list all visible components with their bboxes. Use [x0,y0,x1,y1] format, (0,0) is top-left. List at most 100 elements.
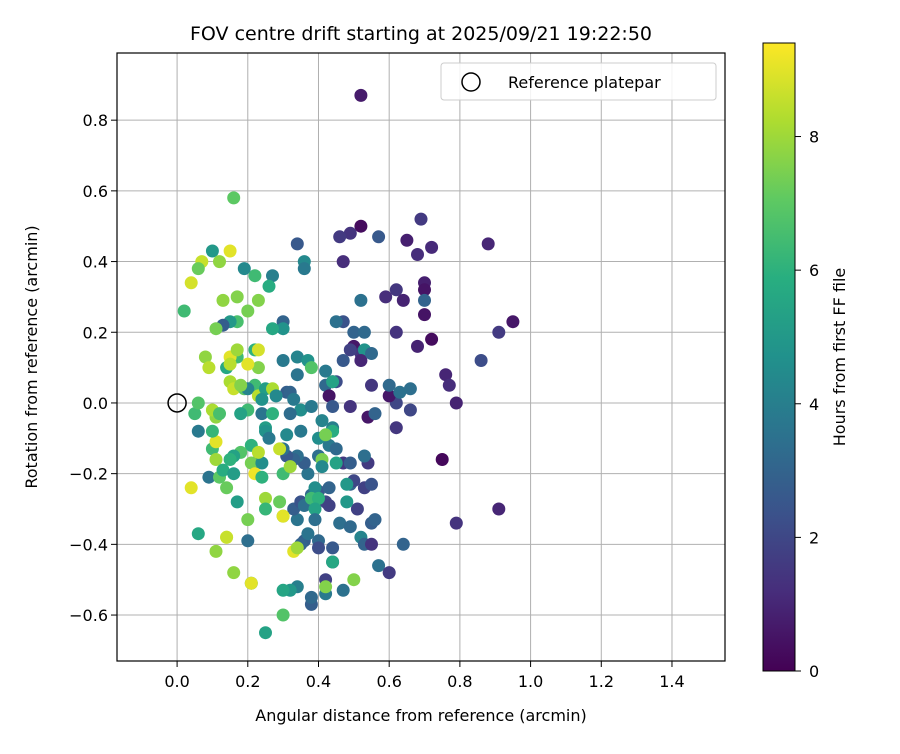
scatter-point [255,470,269,484]
y-tick-label: 0.0 [83,394,108,413]
y-tick-label: 0.8 [83,111,108,130]
x-axis-label: Angular distance from reference (arcmin) [255,706,586,725]
scatter-point [343,456,357,470]
scatter-point [251,343,265,357]
scatter-point [227,191,241,205]
legend-hollow-circle-icon [461,72,481,92]
scatter-point [319,428,333,442]
scatter-point [372,559,386,573]
scatter-point [329,456,343,470]
scatter-point [474,354,488,367]
scatter-point [259,491,272,505]
scatter-point [266,407,279,421]
scatter-point [336,255,350,269]
scatter-point [227,467,241,481]
scatter-point [326,555,340,569]
scatter-point [202,470,216,484]
scatter-point [251,293,265,307]
scatter-point [315,460,329,474]
scatter-point [223,357,237,371]
scatter-point [209,453,223,466]
scatter-point [198,350,212,364]
scatter-point [336,583,350,597]
scatter-point [389,325,403,339]
scatter-point [251,361,265,375]
scatter-point [506,315,520,329]
scatter-point [290,513,304,527]
y-tick-label: 0.4 [83,253,108,272]
scatter-point [259,502,272,516]
scatter-point [223,244,237,258]
scatter-point [241,304,255,318]
scatter-point [382,566,396,580]
scatter-point [244,456,258,470]
scatter-point [319,580,333,594]
scatter-point [230,343,244,357]
scatter-point [333,230,347,244]
scatter-point [354,219,368,233]
x-tick-label: 0.2 [235,672,260,691]
scatter-point [312,491,325,505]
legend: Reference platepar [440,62,717,101]
x-tick-label: 1.4 [659,672,684,691]
scatter-point [326,400,340,413]
scatter-point [191,262,205,276]
scatter-point [481,237,495,251]
scatter-point [411,248,424,261]
colorbar-tick-label: 8 [809,128,819,147]
scatter-point [350,502,364,516]
x-tick-label: 1.2 [589,672,614,691]
scatter-point [255,456,269,470]
scatter-point [273,495,287,509]
scatter-point [234,407,248,421]
scatter-point [396,293,410,307]
scatter-point [329,442,343,456]
scatter-point [393,385,407,399]
reference-platepar-marker [167,393,187,413]
scatter-point [269,389,283,403]
scatter-point [343,520,357,534]
y-tick-label: 0.2 [83,323,108,342]
colorbar-tick-label: 4 [809,395,819,414]
scatter-point [312,541,325,555]
scatter-point [213,255,226,269]
scatter-point [255,407,269,421]
scatter-point [414,212,428,226]
scatter-point [177,304,191,318]
scatter-point [308,481,322,495]
scatter-point [294,424,308,438]
colorbar-tick-label: 2 [809,528,819,547]
scatter-point [251,445,265,459]
x-tick-label: 0.6 [376,672,401,691]
scatter-point [262,431,276,445]
colorbar-tick-label: 6 [809,261,819,280]
scatter-point [209,435,223,449]
scatter-point [435,453,449,466]
scatter-point [347,325,361,339]
x-tick-label: 0.4 [306,672,331,691]
scatter-point [244,576,258,590]
scatter-point [301,467,315,481]
scatter-point [304,400,318,413]
scatter-point [382,378,396,392]
scatter-point [418,283,431,297]
scatter-point [357,449,371,463]
scatter-point [248,269,262,283]
scatter-point [230,290,244,304]
scatter-point [354,88,368,102]
scatter-point [425,240,439,254]
y-axis-ticks: −0.6 −0.4 −0.2 0.0 0.2 0.4 0.6 0.8 [69,111,117,625]
y-tick-label: −0.4 [69,535,108,554]
scatter-point [449,396,463,410]
scatter-point [326,375,340,389]
scatter-point [220,481,234,495]
scatter-point [276,583,290,597]
scatter-point [280,428,294,442]
scatter-point [276,322,290,336]
scatter-point [304,590,318,604]
scatter-point [230,495,244,509]
scatter-point [411,339,424,353]
scatter-point [184,276,198,290]
scatter-point [266,269,279,283]
